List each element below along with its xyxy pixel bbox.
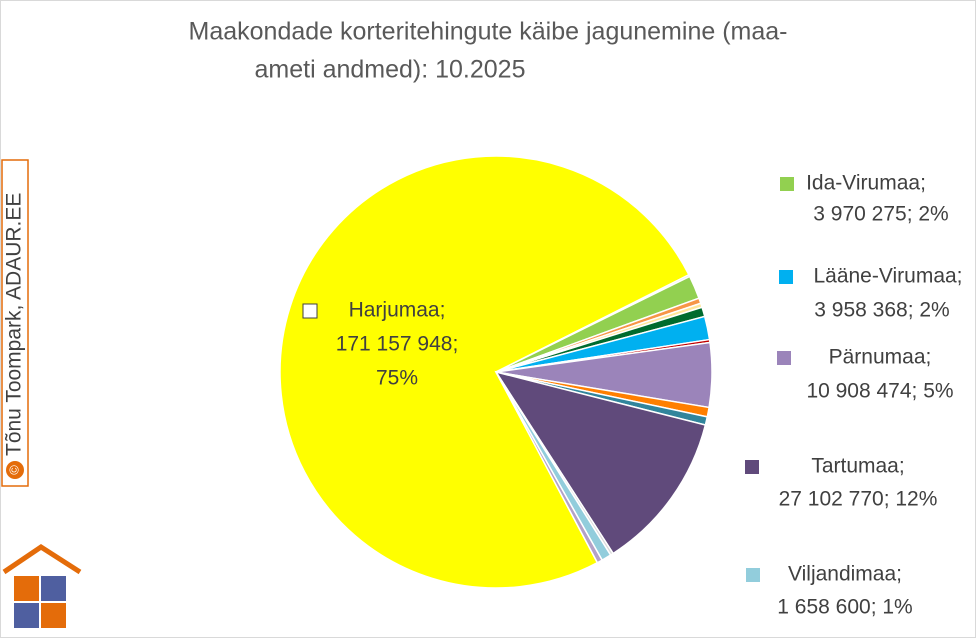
copyright-sign: ©	[6, 465, 21, 475]
logo-piece	[14, 603, 39, 628]
pie-slice	[279, 155, 690, 589]
pie-slice	[494, 370, 707, 555]
logo	[2, 544, 82, 628]
chart-title: ameti andmed): 10.2025	[254, 56, 525, 84]
data-label: Harjumaa;	[349, 299, 446, 322]
legend-marker	[780, 177, 794, 191]
data-label: Tartumaa;	[811, 455, 904, 478]
logo-piece	[41, 603, 66, 628]
data-label: 75%	[376, 367, 418, 390]
data-label: Pärnumaa;	[829, 346, 932, 369]
copyright-icon	[6, 461, 24, 479]
data-label: Lääne-Virumaa;	[813, 265, 962, 288]
data-label: Ida-Virumaa;	[806, 172, 926, 195]
watermark-box	[1, 159, 29, 487]
data-label: 10 908 474; 5%	[806, 380, 953, 403]
watermark-text: Tõnu Toompark, ADAUR.EE	[3, 193, 26, 456]
logo-piece	[41, 576, 66, 601]
legend-marker	[746, 568, 760, 582]
logo-piece	[14, 576, 39, 601]
legend-marker	[779, 270, 793, 284]
data-label: 27 102 770; 12%	[779, 488, 938, 511]
watermark: © Tõnu Toompark, ADAUR.EE	[1, 159, 29, 487]
chart-title: Maakondade korteritehingute käibe jagune…	[189, 18, 788, 46]
legend-marker	[745, 460, 759, 474]
logo-roof	[2, 544, 82, 575]
data-label: 1 658 600; 1%	[777, 596, 912, 619]
pie-slice	[495, 371, 604, 564]
legend-marker	[302, 303, 318, 319]
data-label: 3 970 275; 2%	[813, 203, 948, 226]
data-label: 171 157 948;	[336, 333, 459, 356]
legend-marker	[777, 351, 791, 365]
data-label: 3 958 368; 2%	[814, 299, 949, 322]
data-label: Viljandimaa;	[788, 563, 902, 586]
